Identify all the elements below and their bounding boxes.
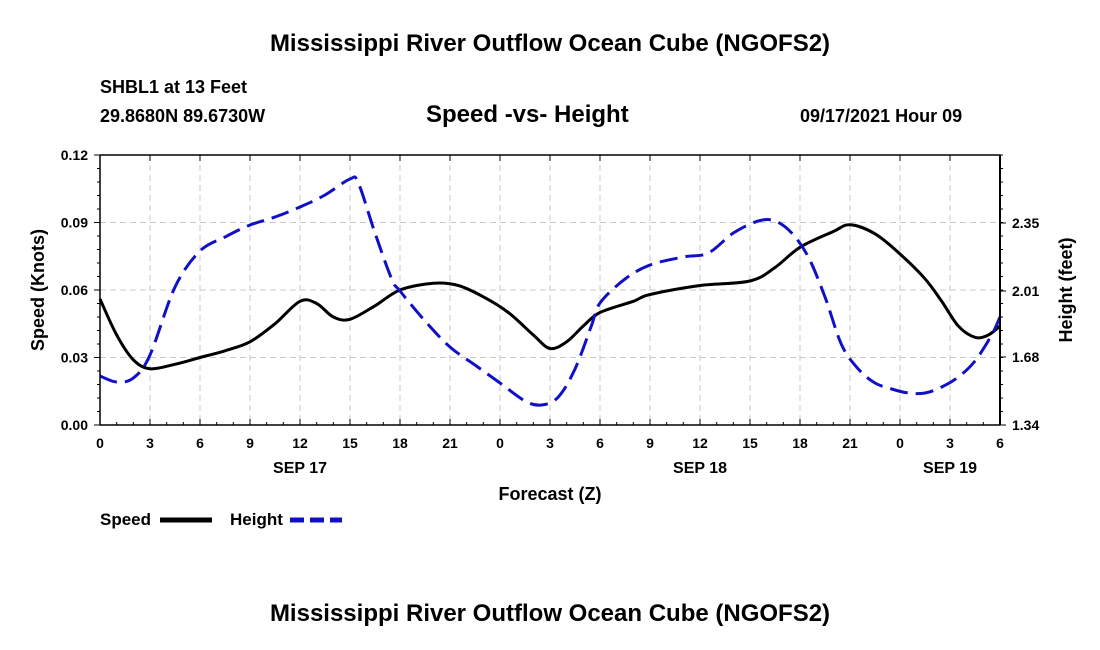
y-left-tick-label: 0.00	[61, 417, 88, 433]
forecast-date: 09/17/2021 Hour 09	[800, 106, 963, 126]
x-tick-label: 15	[342, 435, 358, 451]
x-tick-label: 18	[392, 435, 408, 451]
x-tick-label: 21	[842, 435, 858, 451]
y-right-axis-title: Height (feet)	[1056, 238, 1076, 343]
x-tick-label: 0	[896, 435, 904, 451]
x-tick-label: 12	[692, 435, 708, 451]
x-tick-label: 15	[742, 435, 758, 451]
y-right-tick-label: 2.01	[1012, 283, 1039, 299]
y-left-tick-label: 0.06	[61, 282, 88, 298]
x-tick-label: 3	[546, 435, 554, 451]
y-right-tick-label: 1.34	[1012, 417, 1039, 433]
x-tick-label: 6	[996, 435, 1004, 451]
x-tick-label: 9	[646, 435, 654, 451]
chart-subtitle: Speed -vs- Height	[426, 101, 629, 128]
legend-speed-label: Speed	[100, 510, 151, 529]
x-tick-label: 18	[792, 435, 808, 451]
x-tick-label: 6	[596, 435, 604, 451]
legend-height-label: Height	[230, 510, 283, 529]
station-coordinates: 29.8680N 89.6730W	[100, 106, 266, 126]
x-tick-label: 12	[292, 435, 308, 451]
y-left-tick-label: 0.12	[61, 147, 88, 163]
x-tick-label: 0	[96, 435, 104, 451]
x-tick-label: 0	[496, 435, 504, 451]
y-left-tick-label: 0.09	[61, 215, 88, 231]
x-day-label: SEP 18	[673, 460, 727, 477]
x-axis-title: Forecast (Z)	[498, 484, 601, 504]
x-day-label: SEP 19	[923, 460, 977, 477]
speed-series-line	[98, 223, 1001, 371]
y-left-tick-label: 0.03	[61, 350, 88, 366]
x-day-label: SEP 17	[273, 460, 327, 477]
height-series-line	[99, 175, 1002, 407]
station-label: SHBL1 at 13 Feet	[100, 77, 248, 97]
chart-title-top: Mississippi River Outflow Ocean Cube (NG…	[269, 30, 831, 57]
x-tick-label: 6	[196, 435, 204, 451]
y-right-tick-label: 1.68	[1012, 349, 1039, 365]
x-tick-label: 3	[946, 435, 954, 451]
x-tick-label: 9	[246, 435, 254, 451]
y-right-tick-label: 2.35	[1012, 215, 1039, 231]
x-tick-label: 3	[146, 435, 154, 451]
y-left-axis-title: Speed (Knots)	[28, 229, 48, 351]
chart-title-bottom: Mississippi River Outflow Ocean Cube (NG…	[269, 600, 831, 627]
x-tick-label: 21	[442, 435, 458, 451]
